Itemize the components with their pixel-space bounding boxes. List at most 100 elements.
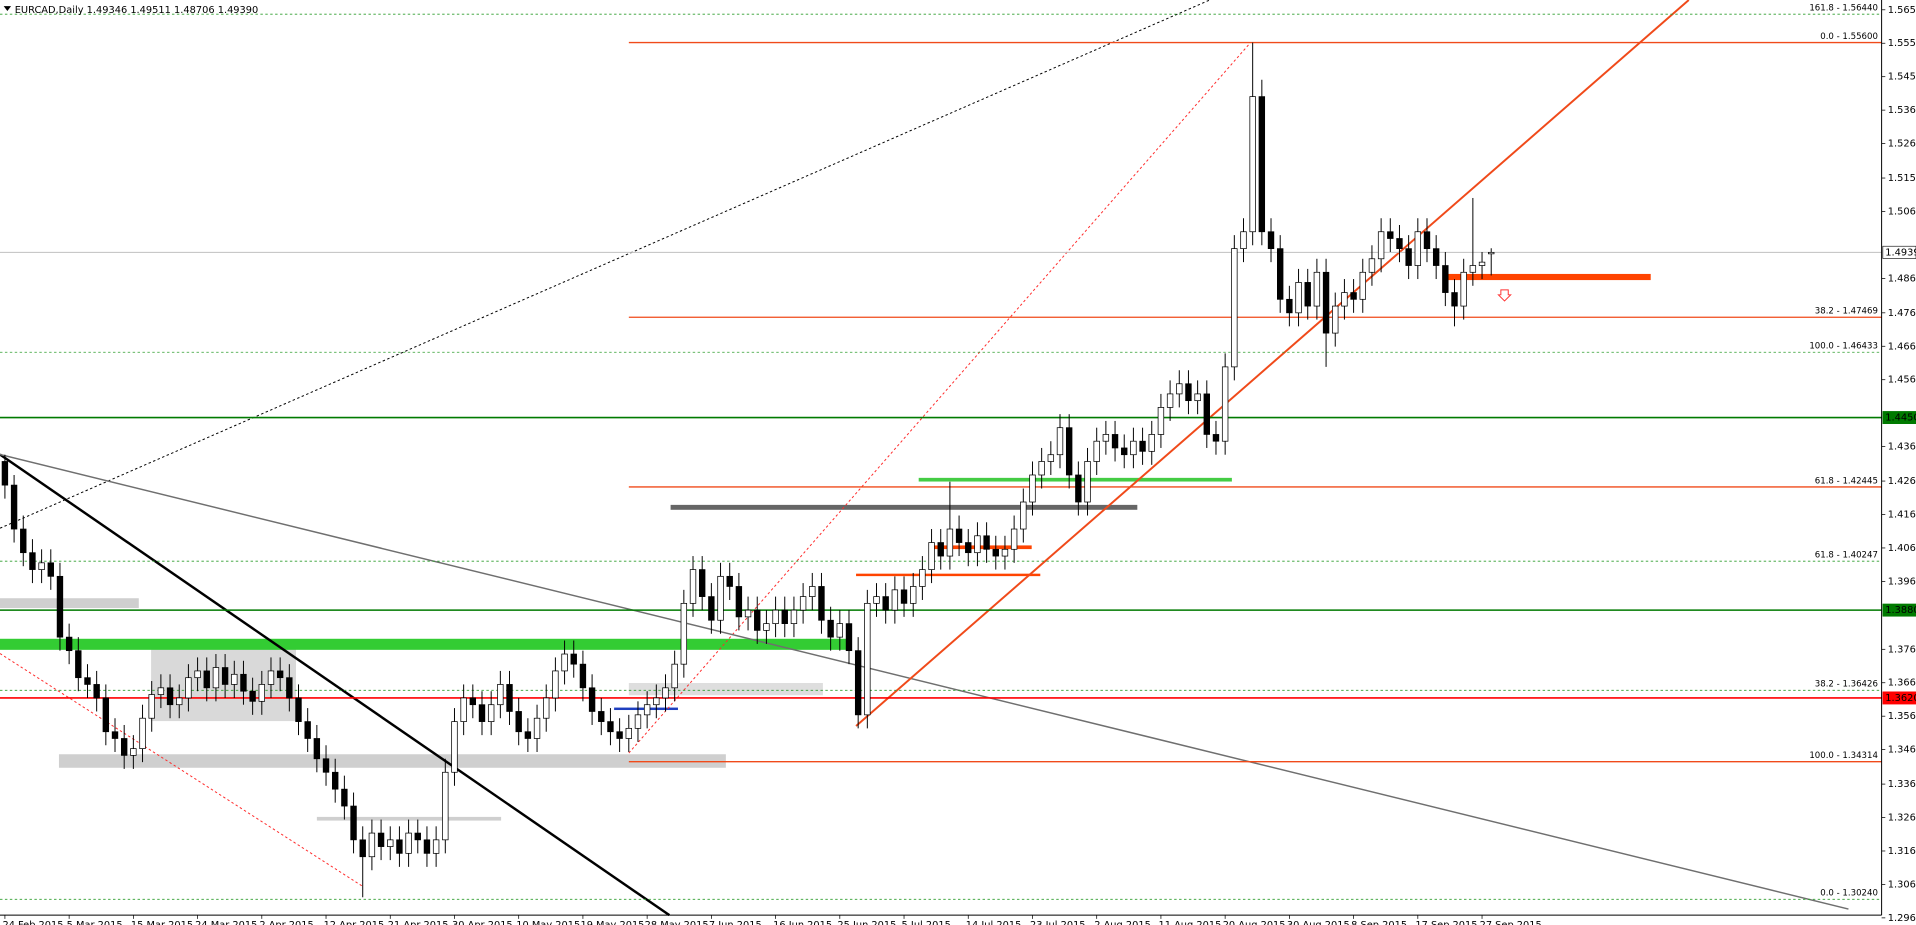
- level-band: [930, 545, 1032, 550]
- zone: [58, 754, 726, 768]
- y-tick-label: 1.31670: [1888, 846, 1916, 857]
- price-label: 1.44500: [1885, 413, 1916, 424]
- candle-bull: [552, 670, 559, 699]
- axes: 1.56570 1.55580 1.54590 1.53600 1.52610 1.515…: [2, 5, 1916, 925]
- candle-bear: [754, 609, 761, 631]
- candle-bull: [928, 542, 935, 570]
- candle-bear: [1387, 231, 1394, 239]
- candle-bull: [1010, 528, 1018, 550]
- candle-bear: [350, 805, 357, 841]
- candle-bear: [1286, 298, 1293, 314]
- candle-bull: [799, 596, 807, 611]
- price-label-box: [1882, 411, 1916, 425]
- candle-bull: [1478, 261, 1486, 266]
- y-tick-label: 1.41630: [1888, 510, 1916, 521]
- candle-bear: [111, 731, 119, 739]
- candle-bear: [120, 738, 128, 756]
- candle-bear: [524, 731, 532, 739]
- candle-bear: [965, 542, 972, 554]
- x-tick-label: 14 Jul 2015: [966, 920, 1022, 925]
- candle-bull: [772, 609, 779, 624]
- candle-bull: [442, 771, 449, 841]
- candle-bull: [1377, 231, 1385, 260]
- candle-bull: [653, 697, 660, 706]
- candle-bear: [221, 667, 229, 685]
- candle-bull: [405, 832, 412, 854]
- candle-bear: [295, 697, 302, 722]
- candle-bear: [286, 677, 293, 699]
- x-tick-label: 5 Jul 2015: [902, 920, 951, 925]
- x-tick-label: 8 Sep 2015: [1351, 920, 1407, 925]
- candle-bear: [818, 586, 825, 621]
- candle-bear: [359, 839, 366, 858]
- x-tick-label: 15 Mar 2015: [131, 920, 193, 925]
- candle-bear: [1405, 248, 1412, 266]
- candle-bear: [10, 484, 18, 530]
- candle-bull: [1001, 548, 1009, 557]
- zone: [316, 816, 502, 821]
- x-tick-label: 24 Feb 2015: [2, 920, 63, 925]
- candle-bull: [432, 839, 440, 854]
- candle-bear: [396, 839, 403, 854]
- candle-bull: [561, 653, 568, 672]
- price-label: 1.36200: [1885, 693, 1916, 704]
- x-tick-label: 27 Sep 2015: [1480, 920, 1542, 925]
- y-tick-label: 1.40640: [1888, 543, 1916, 554]
- candle-bull: [717, 575, 724, 621]
- candle-bull: [212, 667, 220, 689]
- candle-bull: [1359, 271, 1366, 300]
- candle-bear: [1121, 447, 1128, 456]
- candle-bull: [809, 586, 816, 597]
- candle-bear: [1212, 434, 1220, 442]
- candle-bear: [607, 721, 614, 733]
- candle-bull: [763, 623, 770, 631]
- y-tick-label: 1.52610: [1888, 139, 1916, 150]
- candle-bull: [643, 704, 651, 716]
- candle-bear: [65, 636, 73, 652]
- x-tick-label: 25 Jun 2015: [837, 920, 896, 925]
- candle-bull: [1332, 305, 1339, 334]
- candle-bear: [598, 711, 605, 722]
- candle-bear: [827, 619, 834, 638]
- candle-bull: [38, 562, 45, 570]
- y-tick-label: 1.51590: [1888, 173, 1916, 184]
- y-tick-label: 1.50600: [1888, 206, 1916, 217]
- candle-bull: [1469, 265, 1477, 273]
- candle-bull: [267, 670, 275, 685]
- candle-bear: [698, 569, 706, 597]
- x-tick-label: 30 Aug 2015: [1287, 920, 1350, 925]
- candle-bear: [882, 596, 889, 611]
- candle-bear: [992, 548, 999, 557]
- candle-bear: [249, 690, 256, 702]
- candle-bear: [1451, 292, 1458, 307]
- candle-bear: [469, 697, 477, 706]
- y-tick-label: 1.35660: [1888, 711, 1916, 722]
- candle-bull: [1240, 231, 1247, 250]
- candle-bull: [662, 687, 669, 699]
- zone: [0, 598, 139, 609]
- candle-bear: [377, 832, 385, 847]
- candle-bear: [515, 711, 522, 733]
- candle-bear: [1396, 238, 1403, 250]
- candle-bull: [744, 609, 752, 618]
- candle-bull: [139, 717, 146, 749]
- candle-bear: [781, 609, 788, 624]
- y-tick-label: 1.47600: [1888, 308, 1916, 319]
- candle-bear: [845, 623, 853, 652]
- fib-level-label: 100.0 - 1.34314: [1809, 751, 1878, 761]
- arrow-icon: [1497, 289, 1512, 302]
- trendline: [0, 453, 671, 917]
- candle-bear: [166, 687, 174, 706]
- y-tick-label: 1.56570: [1888, 5, 1916, 16]
- candle-bear: [423, 839, 431, 854]
- candle-bear: [570, 653, 577, 665]
- candle-bull: [176, 697, 183, 706]
- price-label: 1.38800: [1885, 605, 1916, 616]
- candle-bull: [1020, 501, 1027, 530]
- menu-icon: [3, 6, 12, 12]
- candle-bear: [84, 677, 91, 685]
- candle-bull: [1368, 258, 1376, 273]
- candle-bear: [1350, 292, 1357, 300]
- candle-bear: [56, 575, 64, 638]
